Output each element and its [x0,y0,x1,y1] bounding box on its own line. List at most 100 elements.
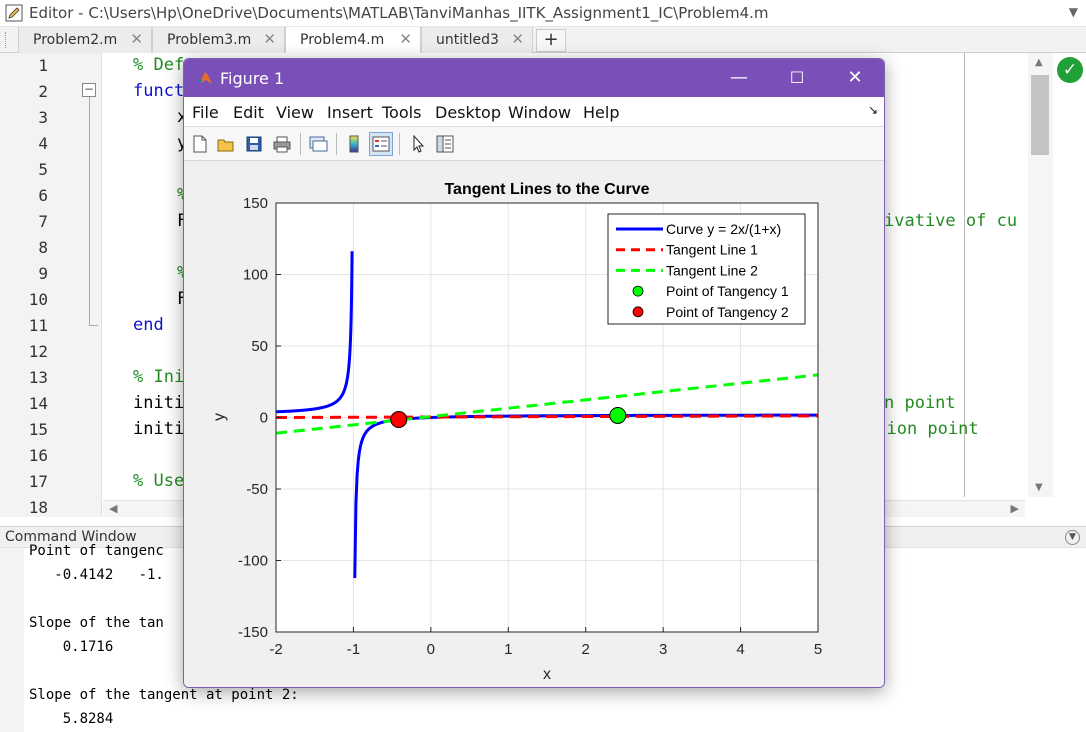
menu-insert[interactable]: Insert [327,103,373,122]
y-tick-label: -100 [238,553,268,570]
legend-marker [632,306,644,318]
tab-problem3[interactable]: Problem3.m ✕ [152,27,285,53]
editor-tabbar: Problem2.m ✕ Problem3.m ✕ Problem4.m ✕ u… [0,27,1086,53]
y-tick-label: 50 [251,338,268,355]
tab-label: Problem3.m [167,32,252,48]
y-tick-label: 100 [243,267,268,284]
figure-canvas[interactable]: -2 -1 0 1 2 3 4 5 150 100 50 0 -50 -100 -150 Tangent L… [184,162,884,687]
menu-file[interactable]: File [192,103,219,122]
line-number: 7 [38,212,48,231]
legend-entry-label: Tangent Line 1 [666,242,758,258]
x-tick-label: -2 [269,641,282,658]
scroll-right-icon[interactable]: ▶ [1010,502,1019,515]
menu-window[interactable]: Window [508,103,572,122]
editor-pencil-icon [5,4,23,22]
scroll-down-icon[interactable]: ▼ [1035,482,1043,493]
maximize-icon[interactable]: ☐ [789,68,805,87]
figure-window[interactable]: Figure 1 — ☐ ✕ File Edit View Insert Too… [183,58,885,688]
save-icon[interactable] [242,132,266,156]
fold-guide [89,97,90,325]
tab-close-icon[interactable]: ✕ [130,30,143,48]
figure-menubar: File Edit View Insert Tools Desktop Wind… [184,97,884,127]
x-tick-label: 4 [736,641,744,658]
code-line: % [177,185,187,205]
legend-entry-label: Tangent Line 2 [666,262,758,278]
tab-untitled3[interactable]: untitled3 ✕ [421,27,533,53]
tab-problem4[interactable]: Problem4.m ✕ [285,27,421,53]
code-line: y [177,133,187,153]
legend-icon[interactable] [369,132,393,156]
chart-title: Tangent Lines to the Curve [444,181,649,198]
code-line: end [133,315,164,335]
command-output-line: Slope of the tangent at point 2: [29,687,299,703]
tab-label: Problem4.m [300,31,385,48]
tab-close-icon[interactable]: ✕ [263,30,276,48]
code-line-fragment: ivative of cu [884,211,1018,231]
editor-vertical-scrollbar[interactable]: ▲ ▼ [1028,53,1053,497]
x-tick-label: -1 [347,641,360,658]
tab-close-icon[interactable]: ✕ [399,30,412,48]
new-figure-icon[interactable] [188,132,212,156]
pointer-icon[interactable] [406,132,430,156]
line-number: 14 [28,394,48,413]
code-analyzer-ok-icon[interactable]: ✓ [1057,57,1083,83]
right-margin-line [964,53,965,497]
figure-title: Figure 1 [220,68,285,88]
link-plot-icon[interactable] [306,132,330,156]
menu-desktop[interactable]: Desktop [435,103,501,122]
scroll-left-icon[interactable]: ◀ [109,502,118,515]
editor-title: Editor - C:\Users\Hp\OneDrive\Documents\… [29,4,769,22]
dock-arrow-icon[interactable]: ↘ [867,103,878,117]
legend-marker [632,285,644,297]
line-number: 12 [28,342,48,361]
y-tick-label: -50 [246,481,268,498]
open-file-icon[interactable] [214,132,238,156]
editor-options-icon[interactable]: ▼ [1068,5,1078,19]
command-window-gutter [0,548,24,732]
command-window-options-icon[interactable]: ▼ [1065,530,1080,545]
colorbar-icon[interactable] [342,132,366,156]
code-line: F [177,289,187,309]
command-window-title: Command Window [5,529,137,545]
menu-help[interactable]: Help [583,103,620,122]
legend-entry-label: Point of Tangency 1 [666,283,789,299]
code-line: funct [133,81,185,101]
tangent-lines-chart[interactable]: -2 -1 0 1 2 3 4 5 150 100 50 0 -50 -100 -150 Tangent L… [184,162,884,687]
chart-legend[interactable]: Curve y = 2x/(1+x) Tangent Line 1 Tangent … [607,213,806,325]
code-line: x [177,107,187,127]
scroll-thumb[interactable] [1031,75,1049,155]
command-output-line: Point of tangenc [29,543,164,559]
matlab-logo-icon [196,72,212,84]
menu-edit[interactable]: Edit [233,103,264,122]
close-icon[interactable]: ✕ [847,67,863,88]
tangency-point-1 [609,406,627,424]
print-icon[interactable] [270,132,294,156]
new-tab-plus-icon[interactable]: + [536,29,566,52]
line-number: 4 [38,134,48,153]
scroll-up-icon[interactable]: ▲ [1035,57,1043,68]
x-tick-label: 1 [504,641,512,658]
line-number: 9 [38,264,48,283]
tab-close-icon[interactable]: ✕ [511,30,524,48]
property-inspector-icon[interactable] [433,132,457,156]
command-output-line: 0.1716 [29,639,114,655]
tabbar-grip-icon [5,32,8,48]
legend-box [607,213,806,325]
menu-view[interactable]: View [276,103,314,122]
x-tick-label: 3 [659,641,667,658]
code-line: % Use [133,471,185,491]
minimize-icon[interactable]: — [730,67,748,88]
curve-series-line [276,251,354,414]
tab-label: Problem2.m [33,32,118,48]
editor-gutter [0,53,102,517]
line-number: 10 [28,290,48,309]
tangent-line-1 [276,414,818,420]
x-tick-label: 0 [427,641,435,658]
tab-problem2[interactable]: Problem2.m ✕ [18,27,152,53]
line-number: 18 [28,498,48,517]
fold-collapse-icon[interactable]: − [82,82,96,97]
y-tick-label: 150 [243,195,268,212]
menu-tools[interactable]: Tools [382,103,422,122]
figure-titlebar[interactable]: Figure 1 — ☐ ✕ [184,59,884,97]
toolbar-separator [399,133,400,155]
